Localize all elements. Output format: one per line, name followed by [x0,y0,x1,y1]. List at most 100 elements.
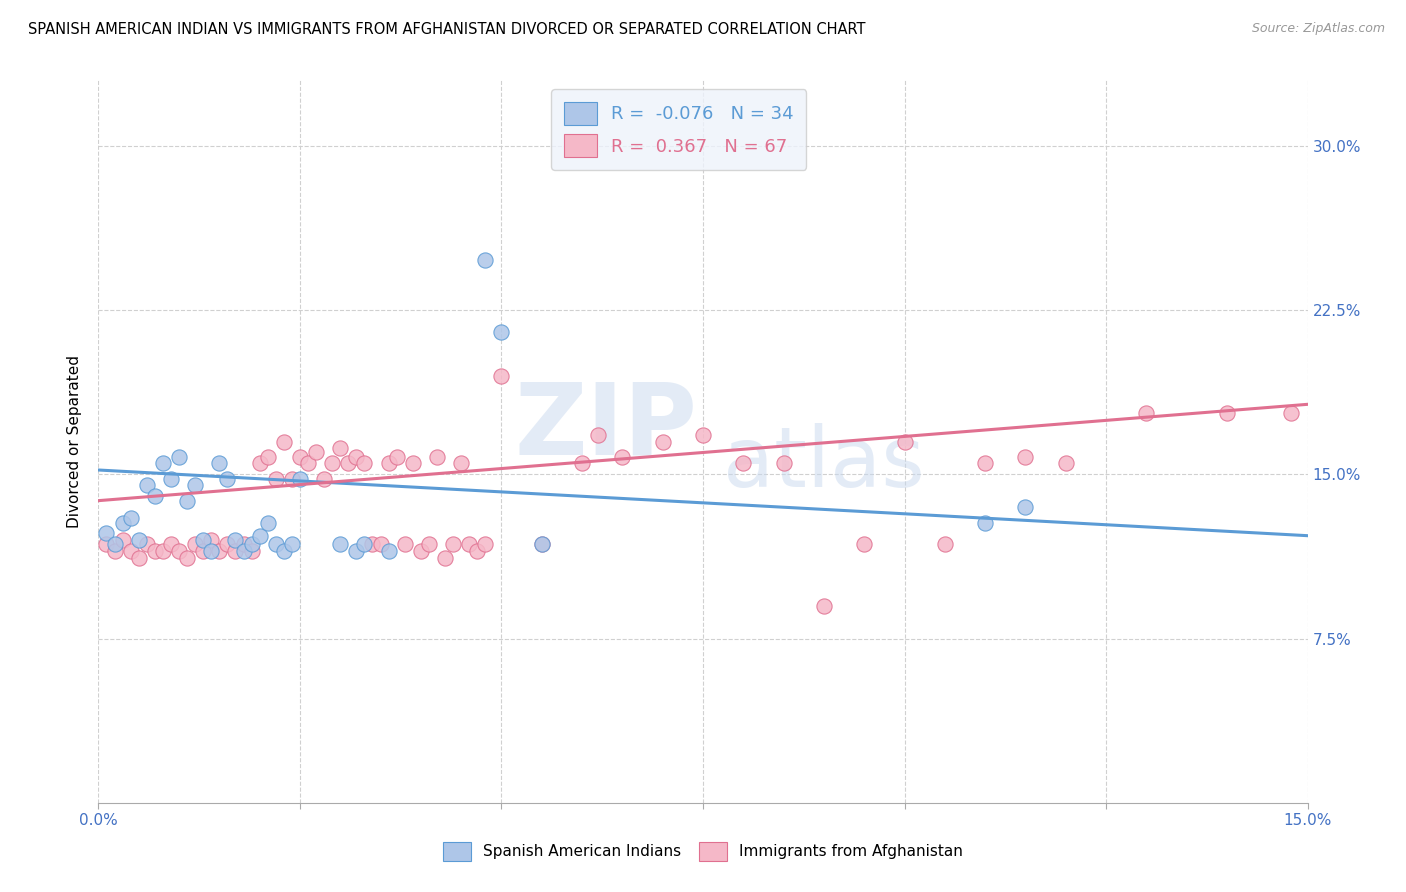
Point [772,457,794,471]
Point [273,434,295,449]
Point [128,533,150,547]
Point [224,544,246,558]
Point [329,441,352,455]
Point [273,544,295,558]
Point [974,516,997,530]
Point [571,457,593,471]
Point [264,472,287,486]
Point [128,550,150,565]
Point [232,544,254,558]
Point [232,537,254,551]
Point [184,478,207,492]
Point [329,537,352,551]
Point [160,472,183,486]
Point [217,472,239,486]
Point [612,450,634,464]
Point [96,526,118,541]
Point [264,537,287,551]
Point [450,457,472,471]
Point [934,537,956,551]
Point [224,533,246,547]
Point [1135,406,1157,420]
Point [426,450,449,464]
Point [176,550,198,565]
Point [184,537,207,551]
Point [474,252,496,267]
Point [160,537,183,551]
Point [530,537,553,551]
Point [370,537,392,551]
Point [281,472,304,486]
Point [288,472,311,486]
Point [256,516,278,530]
Point [353,537,375,551]
Point [256,450,278,464]
Point [152,544,174,558]
Text: atlas: atlas [723,423,925,504]
Point [288,450,311,464]
Point [651,434,673,449]
Point [217,537,239,551]
Point [193,533,215,547]
Point [441,537,464,551]
Point [474,537,496,551]
Point [297,457,319,471]
Point [200,533,222,547]
Y-axis label: Divorced or Separated: Divorced or Separated [67,355,83,528]
Point [853,537,876,551]
Text: ZIP: ZIP [515,378,697,475]
Point [692,428,714,442]
Point [167,544,190,558]
Point [1281,406,1303,420]
Point [143,489,166,503]
Point [314,472,336,486]
Point [402,457,425,471]
Point [111,533,134,547]
Point [240,544,263,558]
Point [377,544,399,558]
Point [321,457,343,471]
Text: SPANISH AMERICAN INDIAN VS IMMIGRANTS FROM AFGHANISTAN DIVORCED OR SEPARATED COR: SPANISH AMERICAN INDIAN VS IMMIGRANTS FR… [28,22,866,37]
Point [733,457,755,471]
Point [135,537,157,551]
Point [344,544,367,558]
Point [974,457,997,471]
Point [135,478,157,492]
Point [103,544,125,558]
Point [458,537,481,551]
Point [167,450,190,464]
Point [586,428,609,442]
Point [491,368,513,383]
Point [1054,457,1077,471]
Point [491,325,513,339]
Point [143,544,166,558]
Point [530,537,553,551]
Point [281,537,304,551]
Point [1216,406,1239,420]
Point [208,544,231,558]
Point [193,544,215,558]
Point [120,511,142,525]
Point [361,537,384,551]
Point [111,516,134,530]
Point [96,537,118,551]
Point [344,450,367,464]
Point [152,457,174,471]
Point [1014,500,1036,515]
Text: Source: ZipAtlas.com: Source: ZipAtlas.com [1251,22,1385,36]
Point [240,537,263,551]
Point [337,457,360,471]
Point [176,493,198,508]
Point [465,544,488,558]
Point [120,544,142,558]
Point [200,544,222,558]
Point [249,457,271,471]
Point [377,457,399,471]
Point [305,445,328,459]
Point [813,599,835,613]
Point [394,537,416,551]
Point [409,544,432,558]
Point [418,537,440,551]
Point [893,434,915,449]
Point [353,457,375,471]
